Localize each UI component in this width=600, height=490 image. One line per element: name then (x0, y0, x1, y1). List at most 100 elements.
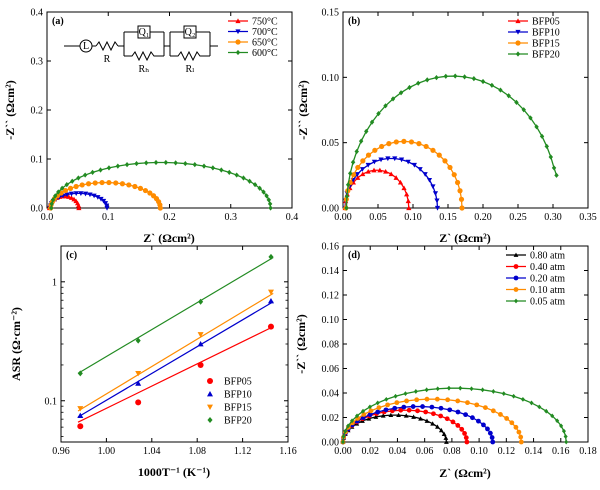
data-point (360, 408, 366, 414)
data-point (414, 397, 420, 403)
data-point (267, 323, 274, 330)
data-point (192, 162, 198, 168)
data-point (462, 74, 467, 80)
panel-c-plot (77, 253, 274, 430)
data-point (102, 201, 109, 206)
data-point (115, 163, 121, 169)
data-point (416, 80, 421, 86)
data-point (354, 172, 361, 177)
data-point (550, 413, 555, 419)
data-point (544, 143, 549, 150)
resistor-symbol (170, 50, 210, 62)
data-point (68, 191, 75, 197)
data-point (465, 400, 470, 406)
data-point (469, 386, 474, 392)
data-point (438, 427, 444, 433)
y-tick-label: 0.12 (322, 291, 340, 302)
x-tick-label: 1.16 (279, 446, 297, 457)
data-point (442, 158, 448, 164)
y-tick-label: 0.00 (322, 204, 340, 215)
data-point (438, 405, 444, 411)
cpe-label: Q₁ (139, 27, 150, 38)
x-tick-label: 0.02 (361, 446, 379, 457)
legend-marker (513, 275, 519, 281)
data-point (424, 387, 429, 393)
legend-label: BFP10 (532, 28, 560, 39)
legend-label: 0.80 atm (530, 251, 565, 262)
data-point (463, 435, 469, 441)
resistor-symbol (124, 50, 164, 62)
data-point (424, 418, 430, 423)
legend-marker (235, 39, 241, 45)
legend-marker (235, 29, 241, 35)
data-point (418, 416, 423, 421)
data-point (104, 205, 110, 211)
x-tick-label: 0.08 (443, 446, 461, 457)
data-point (67, 185, 74, 191)
data-point (424, 396, 430, 402)
data-point (416, 141, 422, 147)
data-point (411, 162, 417, 168)
data-point (554, 172, 559, 178)
data-point (430, 184, 436, 190)
data-point (373, 414, 379, 419)
panel-d-label: (d) (348, 250, 360, 261)
data-point (364, 128, 369, 134)
equivalent-circuit: L R Q₁ Rₕ Q₂ Rₗ (64, 25, 218, 75)
panel-c-frame (60, 245, 289, 443)
data-point (73, 191, 79, 196)
data-point (365, 168, 371, 174)
data-point (365, 162, 371, 168)
x-tick-label: 0.00 (334, 446, 352, 457)
data-point (50, 197, 56, 203)
data-point (132, 183, 138, 190)
data-point (268, 205, 273, 211)
legend-marker (235, 18, 241, 24)
data-point (264, 193, 269, 199)
legend-marker (207, 391, 213, 397)
data-point (404, 191, 410, 197)
data-point (99, 179, 105, 186)
data-point (411, 414, 417, 419)
data-point (423, 409, 429, 415)
legend-marker (513, 287, 519, 292)
data-point (98, 196, 104, 202)
legend-label: 0.05 atm (530, 297, 565, 308)
data-point (59, 185, 65, 191)
data-point (198, 298, 204, 305)
data-point (77, 423, 84, 430)
legend-label: BFP05 (224, 377, 252, 388)
panel-c-ticks: 0.96 1.00 1.04 1.08 1.12 1.16 0.1 1 (45, 246, 297, 457)
data-point (396, 412, 401, 418)
data-point (405, 198, 411, 204)
data-point (441, 431, 447, 436)
data-point (369, 119, 375, 125)
data-point (234, 172, 239, 178)
panel-c-legend: BFP05 BFP10 BFP15 BFP20 (207, 377, 252, 427)
data-point (397, 179, 404, 185)
legend-marker (515, 29, 521, 35)
x-tick-label: 0.00 (334, 212, 352, 223)
data-point (197, 361, 204, 368)
data-point (62, 187, 69, 194)
data-point (359, 167, 366, 172)
x-tick-label: 0.04 (389, 446, 407, 457)
data-point (124, 162, 130, 168)
data-point (82, 191, 89, 197)
inductor-label: L (83, 41, 89, 52)
data-point (410, 404, 416, 409)
data-point (119, 181, 126, 187)
x-tick-label: 0.10 (404, 212, 422, 223)
data-point (56, 189, 61, 195)
data-point (430, 147, 436, 153)
data-point (266, 197, 272, 203)
data-point (451, 172, 457, 178)
data-point (383, 168, 389, 174)
data-point (511, 393, 516, 399)
data-point (564, 439, 569, 445)
data-point (401, 138, 407, 144)
data-point (261, 189, 266, 195)
x-tick-label: 0.06 (416, 446, 434, 457)
series-line (342, 398, 522, 443)
data-point (354, 413, 360, 419)
